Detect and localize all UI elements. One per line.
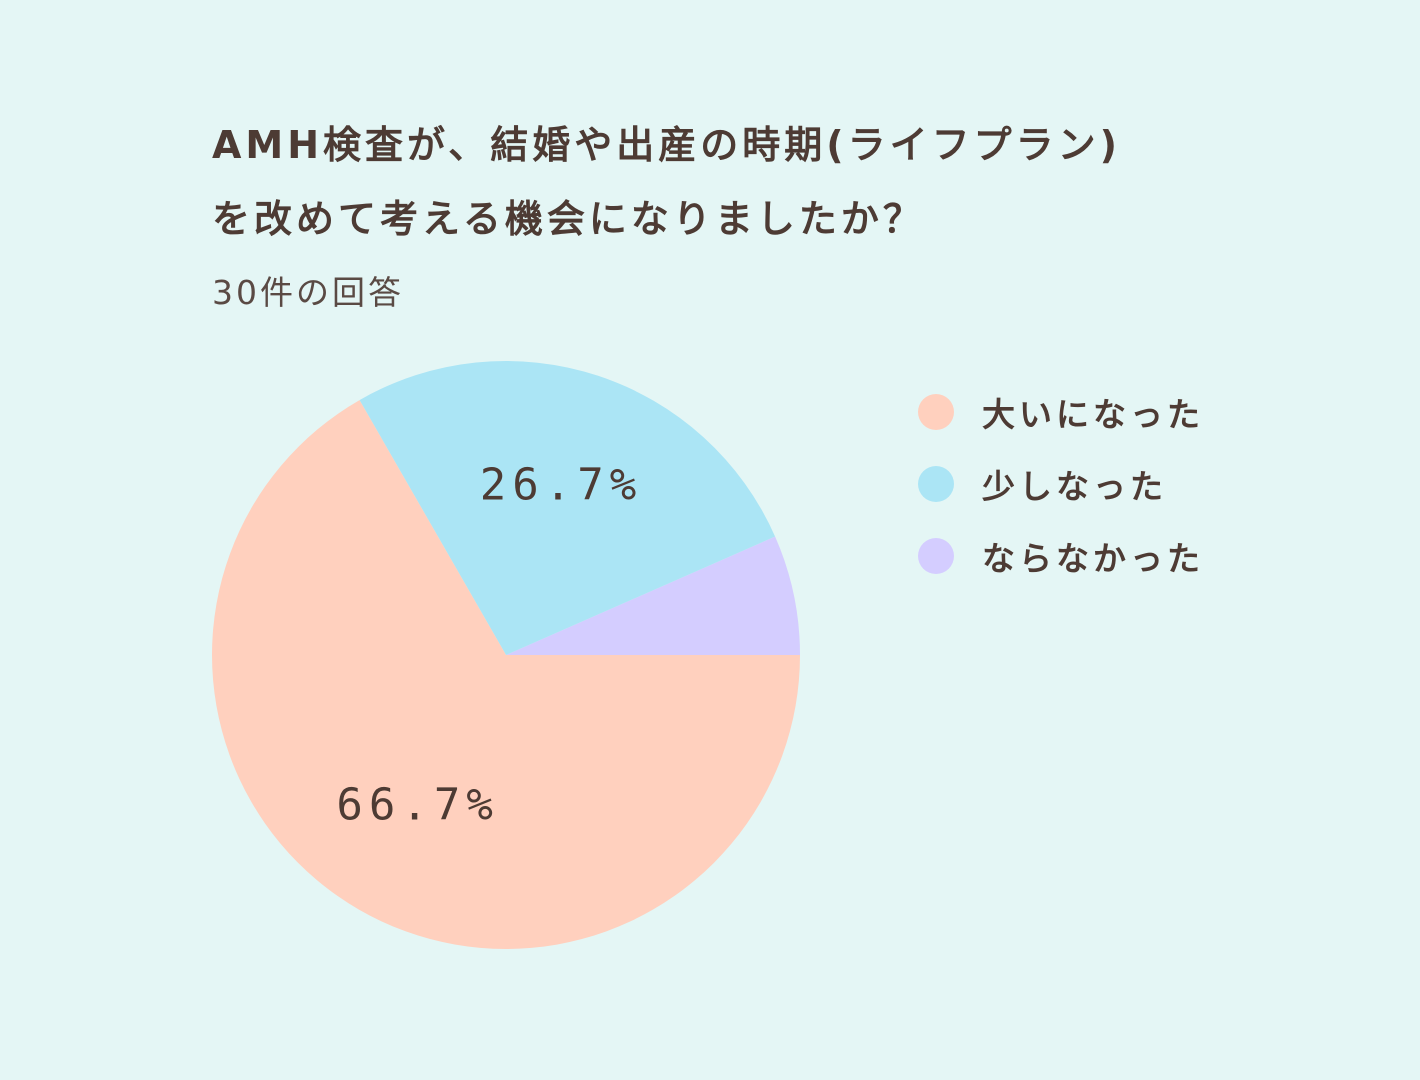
- chart-title: AMH検査が、結婚や出産の時期(ライフプラン) を改めて考える機会になりましたか…: [212, 108, 1262, 256]
- pie-slice-0: [506, 536, 800, 655]
- chart-title-line-1: AMH検査が、結婚や出産の時期(ライフプラン): [212, 123, 1122, 167]
- response-count: 30件の回答: [212, 273, 404, 312]
- chart-title-line-2: を改めて考える機会になりましたか？: [212, 197, 925, 241]
- slice-value-label-1: 26.7%: [480, 459, 642, 510]
- legend-swatch: [918, 466, 954, 502]
- chart-legend: 大いになった 少しなったならなかった: [918, 376, 1204, 592]
- legend-label: ならなかった: [982, 539, 1204, 578]
- legend-label: 少しなった: [982, 467, 1167, 506]
- legend-swatch: [918, 394, 954, 430]
- legend-item: ならなかった: [918, 520, 1204, 592]
- legend-item: 大いになった: [918, 376, 1204, 448]
- legend-item: 少しなった: [918, 448, 1204, 520]
- slice-value-label-2: 66.7%: [336, 780, 498, 831]
- pie-slice-2: [212, 400, 800, 949]
- pie-slice-1: [359, 360, 776, 655]
- legend-label: 大いになった: [982, 395, 1204, 434]
- legend-swatch: [918, 538, 954, 574]
